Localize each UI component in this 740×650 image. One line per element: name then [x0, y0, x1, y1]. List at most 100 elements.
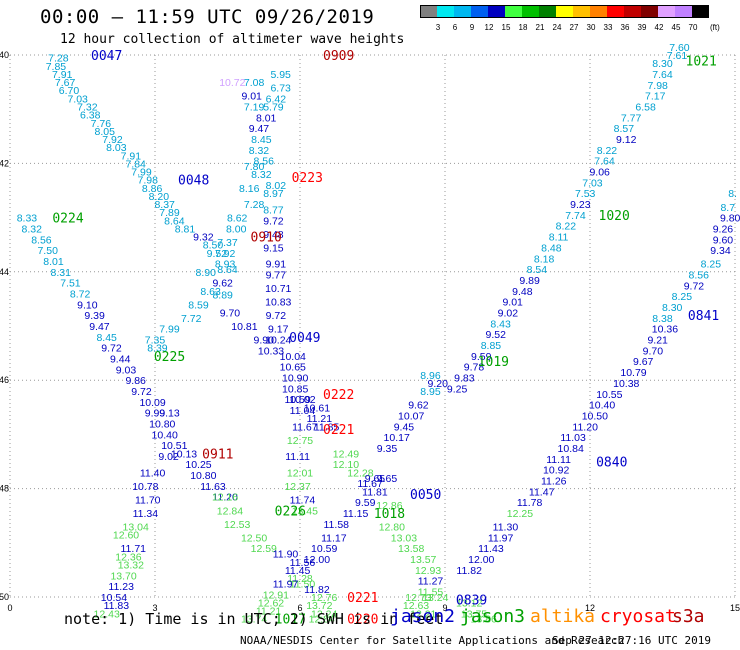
wave-height-label: 11.20 [212, 492, 238, 504]
wave-height-label: 9.02 [158, 451, 179, 463]
wave-height-label: 10.50 [582, 410, 608, 422]
pass-time-label: 0224 [52, 212, 83, 227]
wave-height-label: 9.26 [713, 223, 734, 235]
wave-height-label: 12.73 [405, 592, 431, 604]
wave-height-label: 8.56 [254, 156, 275, 168]
pass-time-label: 1017 [275, 613, 306, 628]
wave-height-label: 9.06 [589, 167, 610, 179]
wave-height-label: 12.25 [507, 508, 533, 520]
wave-height-label: 7.61 [667, 50, 688, 62]
wave-height-label: 8.25 [701, 259, 722, 271]
wave-height-label: 11.26 [541, 475, 567, 487]
wave-height-label: 9.80 [720, 213, 740, 225]
wave-height-label: 7.85 [46, 61, 67, 73]
wave-height-label: 9.35 [377, 443, 398, 455]
wave-height-label: 7.08 [244, 77, 265, 89]
wave-height-label: 11.56 [290, 557, 316, 569]
wave-height-label: 11.83 [104, 600, 130, 612]
colorbar-swatch [454, 5, 471, 18]
wave-height-label: 8.72 [70, 288, 91, 300]
wave-height-label: 8.81 [175, 223, 196, 235]
wave-height-label: 7.03 [67, 93, 88, 105]
wave-height-label: 10.40 [589, 400, 615, 412]
wave-height-label: 12.63 [403, 600, 429, 612]
wave-height-label: 10.59 [284, 394, 310, 406]
wave-height-label: 8.86 [142, 183, 163, 195]
wave-height-label: 9.47 [249, 123, 270, 135]
pass-time-label: 0226 [275, 504, 306, 519]
wave-height-label: 12.53 [224, 519, 250, 531]
pass-time-label: 0909 [323, 49, 354, 64]
wave-height-label: 8.96 [420, 370, 441, 382]
colorbar-swatch [675, 5, 692, 18]
wave-height-label: 7.77 [621, 112, 642, 124]
wave-height-label: 11.20 [572, 421, 598, 433]
wave-height-label: 10.09 [139, 397, 165, 409]
wave-height-label: 12.60 [113, 530, 139, 542]
wave-height-label: 9.62 [408, 400, 429, 412]
wave-height-label: 9.91 [266, 259, 287, 271]
wave-height-label: 9.01 [502, 297, 523, 309]
wave-height-label: 8.7 [720, 202, 735, 214]
wave-height-label: 13.70 [110, 570, 136, 582]
colorbar-swatch [573, 5, 590, 18]
wave-height-label: 8.01 [43, 256, 64, 268]
wave-height-label: 8.89 [212, 290, 233, 302]
wave-height-label: 10.07 [398, 410, 424, 422]
x-tick-label: 15 [730, 603, 740, 613]
wave-height-label: 10.36 [652, 324, 678, 336]
wave-height-label: 9.78 [464, 362, 485, 374]
colorbar-swatch [437, 5, 454, 18]
wave-height-label: 8.18 [534, 253, 555, 265]
wave-height-label: 8.37 [154, 199, 175, 211]
chart-subtitle: 12 hour collection of altimeter wave hei… [60, 32, 405, 47]
wave-height-label: 7.67 [55, 77, 76, 89]
wave-height-label: 9.72 [101, 343, 122, 355]
wave-height-label: 12.21 [410, 608, 436, 620]
wave-height-label: 8.33 [17, 213, 38, 225]
pass-time-label: 0049 [289, 331, 320, 346]
wave-height-label: 11.45 [285, 565, 311, 577]
x-tick-label: 0 [7, 603, 12, 613]
colorbar-swatch [522, 5, 539, 18]
wave-height-label: 6.70 [59, 85, 80, 97]
wave-height-label: 9.17 [268, 324, 289, 336]
wave-height-label: 10.25 [185, 459, 211, 471]
wave-height-label: 9.77 [266, 270, 287, 282]
wave-height-label: 6.58 [635, 101, 656, 113]
pass-time-label: 0911 [202, 447, 233, 462]
wave-height-label: 7.92 [102, 134, 123, 146]
pass-time-label: 0221 [347, 591, 378, 606]
wave-height-label: 11.27 [418, 576, 444, 588]
colorbar-swatch [624, 5, 641, 18]
pass-time-label: 0220 [347, 613, 378, 628]
wave-height-label: 11.67 [357, 478, 383, 490]
wave-height-label: 10.65 [280, 362, 306, 374]
pass-time-label: 1021 [686, 54, 717, 69]
wave-height-label: 12.00 [304, 554, 330, 566]
wave-height-label: 8.64 [164, 215, 185, 227]
y-tick-label: -40 [0, 50, 9, 60]
wave-height-label: 8.00 [226, 223, 247, 235]
wave-height-label: 10.61 [304, 402, 330, 414]
wave-height-label: 9.60 [713, 234, 734, 246]
wave-height-label: 12.50 [241, 532, 267, 544]
wave-height-label: 10.80 [190, 470, 216, 482]
wave-height-label: 8.59 [188, 299, 209, 311]
wave-height-label: 10.02 [289, 394, 315, 406]
wave-height-label: 7.51 [60, 278, 81, 290]
wave-height-label: 11.97 [273, 578, 299, 590]
wave-height-label: 13.24 [422, 592, 448, 604]
wave-height-label: 8.31 [51, 267, 72, 279]
wave-height-label: 13.03 [391, 532, 417, 544]
wave-height-label: 9.15 [263, 242, 284, 254]
wave-height-label: 9.01 [241, 91, 262, 103]
satellite-legend-item: s3a [672, 606, 705, 627]
wave-height-label: 11.21 [307, 413, 333, 425]
wave-height-label: 11.63 [200, 481, 226, 493]
colorbar-label: 9 [469, 23, 475, 32]
pass-time-label: 1018 [374, 507, 405, 522]
wave-height-label: 8.64 [217, 264, 238, 276]
wave-height-label: 7.84 [125, 158, 146, 170]
colorbar-swatch [505, 5, 522, 18]
